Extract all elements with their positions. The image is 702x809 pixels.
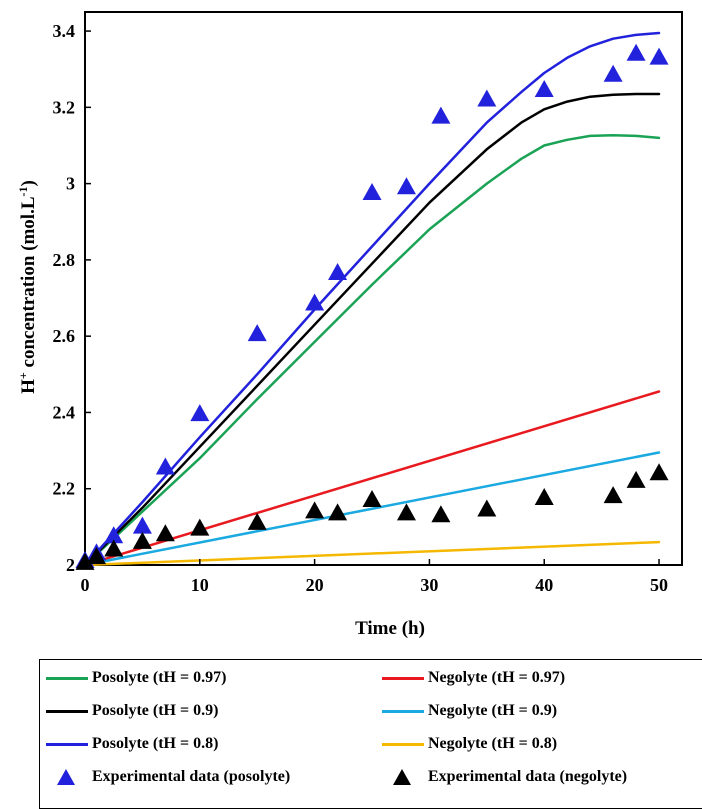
legend-item: Negolyte (tH = 0.97) xyxy=(382,667,565,689)
negolyte-data-point xyxy=(626,470,646,488)
posolyte-data-point xyxy=(104,526,124,544)
series-line-negolyte-th-0-8 xyxy=(83,540,661,567)
legend-triangle-icon xyxy=(46,767,88,787)
posolyte-data-point xyxy=(362,182,382,200)
y-tick-label: 3.2 xyxy=(53,97,76,117)
legend-line-swatch xyxy=(46,676,88,680)
x-tick-label: 40 xyxy=(535,575,553,595)
posolyte-data-point xyxy=(603,64,623,82)
negolyte-data-point xyxy=(86,547,106,565)
legend-item: Experimental data (posolyte) xyxy=(46,766,290,788)
series-line-posolyte-th-0-8 xyxy=(83,31,661,567)
y-tick-label: 2.2 xyxy=(53,479,76,499)
negolyte-data-point xyxy=(328,503,348,521)
y-axis-title-main: H xyxy=(18,379,39,394)
y-tick-label: 3.4 xyxy=(53,21,76,41)
posolyte-data-point xyxy=(626,43,646,61)
y-axis-title-mid: concentration (mol.L xyxy=(18,196,39,372)
y-axis-title-end: ) xyxy=(18,180,39,186)
negolyte-data-point xyxy=(603,486,623,504)
y-tick-label: 2 xyxy=(66,555,75,575)
x-axis-ticks: 0 10 20 30 40 50 xyxy=(81,559,668,595)
legend-item: Posolyte (tH = 0.8) xyxy=(46,733,218,755)
negolyte-data-point xyxy=(305,501,325,519)
posolyte-data-point xyxy=(328,263,348,281)
posolyte-data-point xyxy=(396,177,416,195)
y-axis-title: H+ concentration (mol.L-1) xyxy=(16,180,39,394)
posolyte-data-point xyxy=(247,324,267,342)
legend-item: Posolyte (tH = 0.9) xyxy=(46,700,218,722)
legend-label: Posolyte (tH = 0.97) xyxy=(92,669,227,686)
legend-item: Negolyte (tH = 0.8) xyxy=(382,733,557,755)
y-tick-label: 2.6 xyxy=(53,326,76,346)
posolyte-data-point xyxy=(305,293,325,311)
negolyte-data-point xyxy=(155,524,175,542)
negolyte-data-point xyxy=(190,518,210,536)
legend-line-swatch xyxy=(382,709,424,713)
x-tick-label: 20 xyxy=(306,575,324,595)
plot-border xyxy=(84,11,683,566)
legend-item: Negolyte (tH = 0.9) xyxy=(382,700,557,722)
plot-frame xyxy=(84,11,683,566)
y-tick-label: 3 xyxy=(66,174,75,194)
negolyte-data-point xyxy=(477,499,497,517)
negolyte-data-point xyxy=(104,539,124,557)
negolyte-data-point xyxy=(396,503,416,521)
legend-line-swatch xyxy=(46,709,88,713)
negolyte-data-point xyxy=(362,489,382,507)
legend-line-swatch xyxy=(382,676,424,680)
y-axis-title-sup1: + xyxy=(16,372,30,379)
negolyte-data-point xyxy=(649,463,669,481)
posolyte-data-point xyxy=(534,79,554,97)
marker-layer xyxy=(75,43,669,570)
x-axis-title: Time (h) xyxy=(355,618,425,639)
x-tick-label: 30 xyxy=(420,575,438,595)
posolyte-data-point xyxy=(477,89,497,107)
series-layer xyxy=(83,31,661,567)
legend-item: Posolyte (tH = 0.97) xyxy=(46,667,226,689)
y-axis-ticks: 2 2.2 2.4 2.6 2.8 3 3.2 3.4 xyxy=(53,21,91,575)
negolyte-data-point xyxy=(431,505,451,523)
series-line-posolyte-th-0-97 xyxy=(83,133,661,567)
posolyte-data-point xyxy=(132,516,152,534)
negolyte-data-point xyxy=(247,512,267,530)
x-tick-label: 0 xyxy=(81,575,90,595)
legend-label: Negolyte (tH = 0.9) xyxy=(428,702,558,719)
legend-label: Posolyte (tH = 0.8) xyxy=(92,735,219,752)
posolyte-data-point xyxy=(649,47,669,65)
x-tick-label: 10 xyxy=(191,575,209,595)
legend-label: Negolyte (tH = 0.8) xyxy=(428,735,558,752)
negolyte-data-point xyxy=(132,531,152,549)
posolyte-data-point xyxy=(155,457,175,475)
legend-line-swatch xyxy=(46,742,88,746)
series-line-negolyte-th-0-97 xyxy=(83,390,661,567)
legend-item: Experimental data (negolyte) xyxy=(382,766,627,788)
legend-label: Negolyte (tH = 0.97) xyxy=(428,669,566,686)
series-line-negolyte-th-0-9 xyxy=(83,451,661,567)
legend-label: Posolyte (tH = 0.9) xyxy=(92,702,219,719)
negolyte-data-point xyxy=(534,488,554,506)
legend-triangle-icon xyxy=(382,767,424,787)
chart-legend: Posolyte (tH = 0.97) Negolyte (tH = 0.97)… xyxy=(39,659,702,809)
y-axis-title-sup2: -1 xyxy=(16,186,30,196)
posolyte-data-point xyxy=(190,404,210,422)
legend-label: Experimental data (posolyte) xyxy=(92,768,291,785)
y-tick-label: 2.4 xyxy=(53,402,76,422)
legend-line-swatch xyxy=(382,742,424,746)
y-tick-label: 2.8 xyxy=(53,250,76,270)
legend-label: Experimental data (negolyte) xyxy=(428,768,628,785)
x-tick-label: 50 xyxy=(650,575,668,595)
chart-area: 0 10 20 30 40 50 2 2.2 2.4 2.6 2.8 3 3.2 3.4 Time (h… xyxy=(16,11,683,639)
posolyte-data-point xyxy=(431,106,451,124)
series-line-posolyte-th-0-9 xyxy=(83,92,661,567)
